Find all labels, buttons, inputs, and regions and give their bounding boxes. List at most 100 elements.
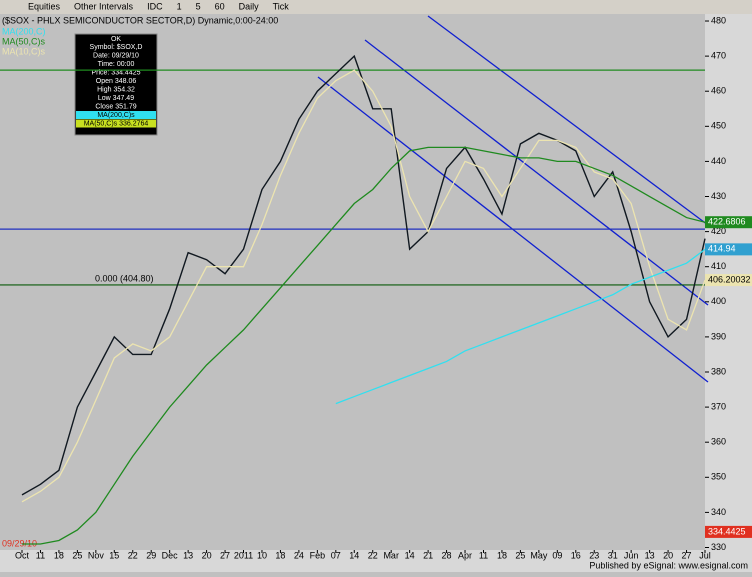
horizontal-line-label: 0.000 (404.80) <box>95 273 154 283</box>
y-tick-label: 360 <box>711 437 726 447</box>
y-tick-label: 420 <box>711 226 726 236</box>
series-line <box>335 248 706 405</box>
data-window-row-bg <box>76 111 156 119</box>
legend-entry: MA(50,C)s <box>2 36 46 46</box>
data-window-row: Close 351.79 <box>95 103 136 110</box>
x-tick-label: 15 <box>109 550 119 560</box>
x-tick-label: 13 <box>645 550 655 560</box>
y-tick-label: 330 <box>711 542 726 552</box>
x-tick-label: May <box>530 550 548 560</box>
price-flag-label: 414.94 <box>708 244 736 254</box>
toolbar-item[interactable]: IDC <box>147 1 163 11</box>
price-flag-label: 334.4425 <box>708 526 746 536</box>
y-tick-label: 480 <box>711 15 726 25</box>
date-axis <box>0 550 752 572</box>
x-tick-label: 10 <box>257 550 267 560</box>
x-tick-label: 09 <box>552 550 562 560</box>
x-tick-label: 18 <box>54 550 64 560</box>
x-tick-label: 2011 <box>234 550 253 560</box>
x-tick-label: 16 <box>571 550 581 560</box>
y-tick-label: 440 <box>711 156 726 166</box>
x-tick-label: Apr <box>458 550 472 560</box>
data-window-title: OK <box>111 36 121 43</box>
x-tick-label: 22 <box>128 550 138 560</box>
x-tick-label: 07 <box>331 550 341 560</box>
price-flag-label: 422.6806 <box>708 217 746 227</box>
y-tick-label: 350 <box>711 472 726 482</box>
series-line <box>22 146 706 545</box>
x-tick-label: 20 <box>663 550 673 560</box>
cursor-date: 09/29/10 <box>2 538 37 548</box>
y-tick-label: 470 <box>711 50 726 60</box>
x-tick-label: 24 <box>294 550 304 560</box>
x-tick-label: Jun <box>624 550 639 560</box>
x-tick-label: 25 <box>515 550 525 560</box>
data-window-row: MA(200,C)s <box>97 112 135 119</box>
x-tick-label: 22 <box>368 550 378 560</box>
series-line <box>21 54 706 496</box>
y-tick-label: 430 <box>711 191 726 201</box>
legend-entry: MA(10,C)s <box>2 46 46 56</box>
y-tick-label: 380 <box>711 366 726 376</box>
toolbar-item[interactable]: Other Intervals <box>74 1 134 11</box>
data-window-row: Open 348.06 <box>96 78 137 85</box>
x-tick-label: Mar <box>383 550 399 560</box>
toolbar-item[interactable]: Daily <box>239 1 260 11</box>
study-legend: MA(200,C)MA(50,C)sMA(10,C)s <box>2 26 46 56</box>
price-flag-label: 406.20032 <box>708 274 751 284</box>
data-window-row: Low 347.49 <box>98 95 134 102</box>
price-flag <box>705 243 752 256</box>
x-tick-label: 29 <box>146 550 156 560</box>
y-tick-label: 460 <box>711 86 726 96</box>
data-window-row: Symbol: $SOX,D <box>90 44 143 51</box>
price-flag <box>705 525 752 538</box>
toolbar-item[interactable]: 5 <box>196 1 201 11</box>
y-tick-label: 370 <box>711 401 726 411</box>
x-tick-label: 18 <box>497 550 507 560</box>
toolbar-items: Equities Other Intervals IDC 1 5 60 Daily Tick <box>28 1 289 11</box>
data-window-row: High 354.32 <box>97 86 135 93</box>
x-tick-label: Jul <box>699 550 711 560</box>
footer: Published by eSignal: www.esignal.com <box>589 560 748 570</box>
toolbar-item[interactable]: 60 <box>215 1 225 11</box>
x-tick-label: 18 <box>275 550 285 560</box>
x-tick-label: 27 <box>220 550 230 560</box>
y-tick-label: 340 <box>711 507 726 517</box>
legend-entry: MA(200,C) <box>2 26 46 36</box>
x-tick-label: 14 <box>349 550 359 560</box>
x-tick-label: 13 <box>183 550 193 560</box>
channel-line <box>364 39 709 306</box>
data-window-row-bg <box>76 119 156 128</box>
x-tick-label: 20 <box>202 550 212 560</box>
x-tick-label: 14 <box>405 550 415 560</box>
x-tick-label: 31 <box>608 550 618 560</box>
y-tick-label: 390 <box>711 331 726 341</box>
channel-line <box>427 15 709 226</box>
x-tick-label: 23 <box>589 550 599 560</box>
y-tick-label: 400 <box>711 296 726 306</box>
x-tick-label: 11 <box>36 550 45 560</box>
data-window-row: Time: 00:00 <box>98 61 135 68</box>
x-tick-label: Dec <box>162 550 179 560</box>
x-tick-label: 28 <box>442 550 452 560</box>
x-tick-label: Oct <box>15 550 30 560</box>
data-window-row: Price: 334.4425 <box>91 69 140 76</box>
toolbar-item[interactable]: Equities <box>28 1 61 11</box>
x-tick-label: 25 <box>72 550 82 560</box>
x-tick-label: Nov <box>88 550 105 560</box>
x-tick-label: 11 <box>479 550 488 560</box>
data-window-row: Date: 09/29/10 <box>93 52 139 59</box>
chart-header: ($SOX - PHLX SEMICONDUCTOR SECTOR,D) Dyn… <box>2 15 278 25</box>
x-tick-label: Feb <box>310 550 326 560</box>
toolbar-item[interactable]: Tick <box>273 1 290 11</box>
y-tick-label: 450 <box>711 121 726 131</box>
toolbar-item[interactable]: 1 <box>177 1 182 11</box>
price-flag <box>705 274 752 287</box>
toolbar <box>0 0 752 14</box>
y-tick-label: 410 <box>711 261 726 271</box>
x-tick-label: 21 <box>423 550 433 560</box>
price-flag <box>705 216 752 229</box>
